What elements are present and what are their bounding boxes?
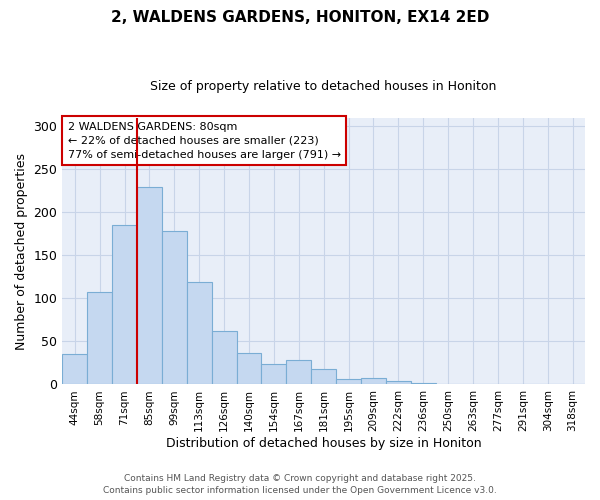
Bar xyxy=(137,186,162,384)
Bar xyxy=(112,226,137,384)
Text: Contains HM Land Registry data © Crown copyright and database right 2025.
Contai: Contains HM Land Registry data © Crown c… xyxy=(103,474,497,495)
Bar xyxy=(262,364,286,384)
Bar xyxy=(411,382,436,384)
Bar xyxy=(311,369,336,384)
Bar xyxy=(361,378,386,384)
X-axis label: Distribution of detached houses by size in Honiton: Distribution of detached houses by size … xyxy=(166,437,481,450)
Y-axis label: Number of detached properties: Number of detached properties xyxy=(15,152,28,350)
Text: 2, WALDENS GARDENS, HONITON, EX14 2ED: 2, WALDENS GARDENS, HONITON, EX14 2ED xyxy=(111,10,489,25)
Title: Size of property relative to detached houses in Honiton: Size of property relative to detached ho… xyxy=(151,80,497,93)
Text: 2 WALDENS GARDENS: 80sqm
← 22% of detached houses are smaller (223)
77% of semi-: 2 WALDENS GARDENS: 80sqm ← 22% of detach… xyxy=(68,122,341,160)
Bar xyxy=(286,360,311,384)
Bar xyxy=(187,282,212,384)
Bar xyxy=(386,381,411,384)
Bar xyxy=(162,232,187,384)
Bar xyxy=(62,354,87,384)
Bar xyxy=(87,292,112,384)
Bar xyxy=(336,380,361,384)
Bar xyxy=(212,331,236,384)
Bar xyxy=(236,354,262,384)
